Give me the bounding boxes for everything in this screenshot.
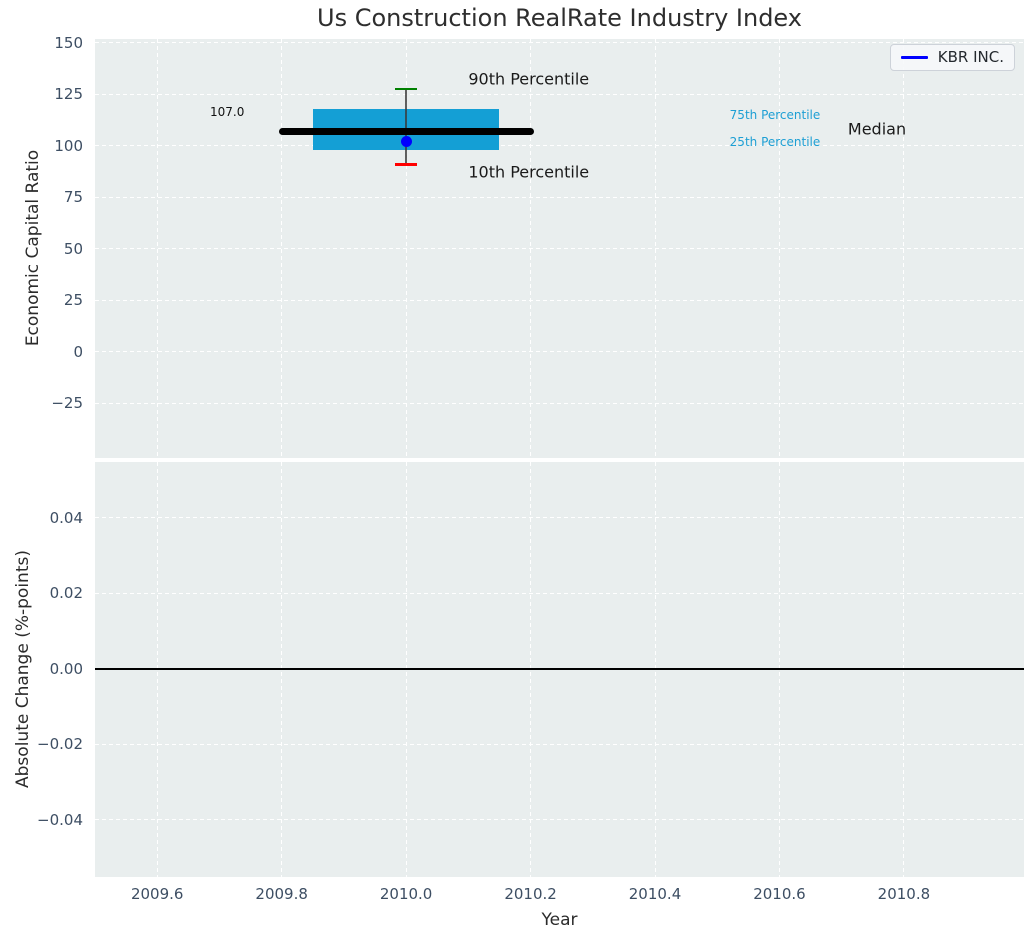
- annotation: 25th Percentile: [729, 134, 821, 149]
- gridline: [95, 299, 1024, 301]
- legend-label: KBR INC.: [937, 48, 1004, 66]
- y-tick-label: 0.00: [49, 659, 83, 678]
- gridline: [95, 517, 1024, 519]
- median-line: [278, 127, 534, 135]
- whisker-cap-90th: [395, 87, 418, 91]
- annotation: 10th Percentile: [468, 162, 590, 182]
- x-tick-label: 2010.8: [877, 885, 931, 903]
- gridline: [95, 592, 1024, 594]
- x-axis-label: Year: [541, 910, 578, 930]
- y-tick-label: 0: [73, 342, 83, 361]
- whisker-cap-10th: [395, 162, 418, 166]
- gridline: [95, 819, 1024, 821]
- company-point: [400, 136, 412, 148]
- gridline: [95, 145, 1024, 147]
- x-tick-label: 2010.6: [753, 885, 806, 903]
- gridline: [654, 39, 656, 458]
- y-tick-label: −0.04: [37, 810, 83, 829]
- legend: KBR INC.: [889, 44, 1015, 71]
- gridline: [530, 39, 532, 458]
- gridline: [95, 351, 1024, 353]
- annotation: 107.0: [209, 104, 245, 119]
- gridline: [95, 196, 1024, 198]
- x-tick-label: 2009.6: [130, 885, 184, 903]
- gridline: [778, 39, 780, 458]
- gridline: [903, 39, 905, 458]
- x-tick-label: 2009.8: [255, 885, 308, 903]
- whisker-line: [405, 89, 407, 165]
- x-tick-label: 2010.2: [504, 885, 557, 903]
- gridline: [281, 39, 283, 458]
- annotation: 90th Percentile: [468, 69, 590, 89]
- gridline: [95, 248, 1024, 250]
- x-tick-label: 2010.0: [379, 885, 433, 903]
- y-tick-label: 75: [63, 188, 83, 207]
- gridline: [405, 39, 407, 458]
- legend-line-icon: [900, 56, 928, 59]
- y-tick-label: 0.02: [49, 584, 83, 603]
- chart-title: Us Construction RealRate Industry Index: [317, 4, 802, 32]
- y-tick-label: 50: [63, 239, 83, 258]
- gridline: [95, 402, 1024, 404]
- y-tick-label: 25: [63, 291, 83, 310]
- y-tick-label: 125: [54, 85, 83, 104]
- y-tick-label: 100: [54, 136, 83, 155]
- gridline: [95, 743, 1024, 745]
- y-tick-label: −25: [51, 394, 83, 413]
- y-tick-label: −0.02: [37, 735, 83, 754]
- absolute-change-plot-area: [95, 462, 1024, 877]
- annotation: 75th Percentile: [729, 107, 821, 122]
- gridline: [156, 39, 158, 458]
- zero-line: [95, 667, 1024, 670]
- y-tick-label: 0.04: [49, 508, 83, 527]
- y-tick-label: 150: [54, 33, 83, 52]
- gridline: [95, 42, 1024, 44]
- annotation: Median: [847, 119, 907, 139]
- x-tick-label: 2010.4: [628, 885, 682, 903]
- gridline: [95, 93, 1024, 95]
- industry-index-plot-area: KBR INC. 90th Percentile 10th Percentile 1…: [95, 39, 1024, 458]
